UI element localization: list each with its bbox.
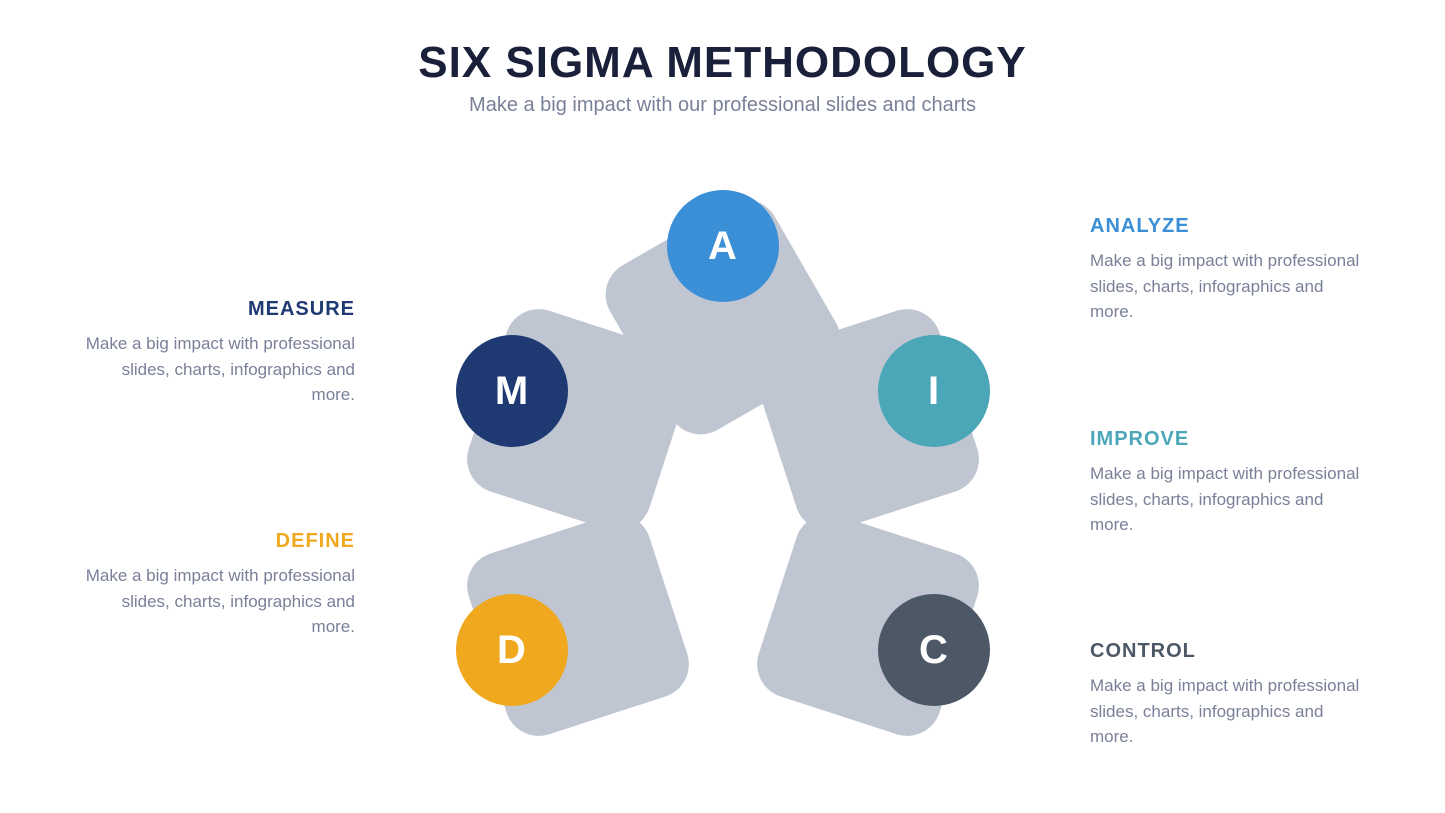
dmaic-diagram: D M A I C — [403, 200, 1043, 760]
text-block-improve: IMPROVE Make a big impact with professio… — [1090, 428, 1370, 538]
circle-measure: M — [456, 335, 568, 447]
text-block-analyze: ANALYZE Make a big impact with professio… — [1090, 215, 1370, 325]
circle-improve: I — [878, 335, 990, 447]
block-title-improve: IMPROVE — [1090, 428, 1370, 451]
circle-define: D — [456, 594, 568, 706]
block-desc-analyze: Make a big impact with professional slid… — [1090, 248, 1370, 325]
circle-control: C — [878, 594, 990, 706]
block-title-analyze: ANALYZE — [1090, 215, 1370, 238]
block-desc-improve: Make a big impact with professional slid… — [1090, 461, 1370, 538]
circle-analyze: A — [667, 190, 779, 302]
header: SIX SIGMA METHODOLOGY Make a big impact … — [0, 0, 1445, 117]
block-desc-measure: Make a big impact with professional slid… — [75, 331, 355, 408]
block-title-measure: MEASURE — [75, 298, 355, 321]
text-block-define: DEFINE Make a big impact with profession… — [75, 530, 355, 640]
page-subtitle: Make a big impact with our professional … — [0, 94, 1445, 117]
block-title-define: DEFINE — [75, 530, 355, 553]
text-block-control: CONTROL Make a big impact with professio… — [1090, 640, 1370, 750]
page-title: SIX SIGMA METHODOLOGY — [0, 38, 1445, 88]
block-desc-define: Make a big impact with professional slid… — [75, 563, 355, 640]
text-block-measure: MEASURE Make a big impact with professio… — [75, 298, 355, 408]
block-desc-control: Make a big impact with professional slid… — [1090, 673, 1370, 750]
block-title-control: CONTROL — [1090, 640, 1370, 663]
